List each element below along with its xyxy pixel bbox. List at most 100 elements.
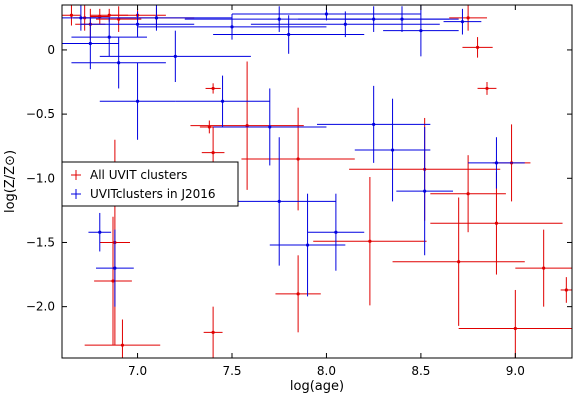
y-axis-label: log(Z/Z⊙) — [3, 150, 18, 213]
data-point — [99, 62, 176, 140]
data-point — [99, 30, 251, 83]
point-marker — [466, 16, 470, 20]
point-marker — [485, 86, 489, 91]
point-marker — [268, 125, 272, 129]
data-point — [317, 85, 431, 163]
point-marker — [305, 243, 310, 247]
point-marker — [277, 17, 281, 21]
data-point — [175, 75, 270, 127]
point-marker — [400, 17, 404, 21]
point-marker — [324, 12, 329, 16]
x-axis-label: log(age) — [290, 379, 344, 394]
point-marker — [113, 266, 117, 270]
point-marker — [494, 221, 499, 225]
point-marker — [120, 343, 125, 347]
data-point — [88, 212, 112, 252]
x-tick-label: 8.0 — [317, 364, 336, 378]
point-marker — [220, 99, 225, 103]
legend-label: UVITclusters in J2016 — [90, 187, 216, 201]
point-marker — [69, 13, 74, 17]
data-point — [462, 37, 493, 58]
data-point — [71, 17, 147, 57]
point-marker — [135, 99, 140, 103]
point-marker — [135, 22, 140, 26]
y-tick-label: −1.5 — [26, 235, 55, 249]
data-point — [430, 155, 506, 233]
y-tick-label: −1.0 — [26, 171, 55, 185]
x-tick-label: 8.5 — [411, 364, 430, 378]
data-point — [307, 193, 365, 271]
legend: All UVIT clusters UVITclusters in J2016 — [61, 161, 239, 207]
data-point — [241, 107, 355, 211]
y-tick-label: −2.0 — [26, 300, 55, 314]
data-point — [269, 193, 346, 297]
data-point — [449, 5, 487, 31]
data-point — [94, 216, 132, 346]
data-point — [137, 13, 327, 40]
point-marker — [423, 189, 427, 193]
data-point — [84, 319, 161, 358]
data-point — [62, 17, 119, 70]
legend-label: All UVIT clusters — [90, 168, 187, 182]
data-point — [443, 8, 482, 35]
data-point — [203, 306, 223, 358]
point-marker — [457, 260, 461, 264]
x-tick-label: 9.0 — [506, 364, 525, 378]
point-marker — [107, 35, 111, 39]
data-point — [354, 98, 431, 202]
data-point — [396, 126, 453, 256]
point-marker — [88, 41, 92, 46]
point-marker — [277, 199, 281, 203]
data-point — [477, 82, 497, 95]
point-marker — [287, 32, 291, 37]
data-point — [222, 137, 336, 266]
data-point — [213, 88, 327, 166]
point-marker — [111, 279, 115, 283]
point-marker — [334, 230, 338, 234]
data-point — [90, 8, 110, 25]
y-tick-label: −0.5 — [26, 107, 55, 121]
point-marker — [296, 157, 300, 161]
data-point — [560, 277, 572, 303]
point-marker — [475, 45, 480, 49]
point-marker — [368, 239, 372, 243]
series-1 — [62, 5, 525, 307]
legend-box — [61, 161, 239, 207]
data-point — [430, 171, 563, 275]
point-marker — [494, 161, 499, 165]
point-marker — [230, 25, 234, 29]
point-marker — [390, 148, 395, 152]
data-point — [96, 229, 134, 307]
data-point — [275, 255, 321, 333]
point-marker — [211, 151, 215, 155]
data-point — [515, 229, 572, 307]
data-point — [383, 5, 459, 57]
point-marker — [542, 266, 546, 270]
data-point — [458, 289, 572, 358]
point-marker — [117, 61, 121, 65]
point-marker — [98, 230, 102, 234]
point-marker — [466, 192, 470, 196]
point-marker — [154, 16, 159, 20]
point-marker — [343, 22, 347, 26]
data-point — [205, 83, 221, 94]
x-tick-label: 7.0 — [128, 364, 147, 378]
data-point — [96, 6, 142, 32]
point-marker — [564, 288, 568, 292]
data-point — [80, 11, 195, 38]
point-marker — [296, 292, 300, 296]
point-marker — [173, 54, 177, 58]
x-tick-label: 7.5 — [222, 364, 241, 378]
point-marker — [372, 122, 376, 126]
y-tick-label: 0 — [47, 43, 55, 57]
data-point — [62, 5, 81, 26]
point-marker — [419, 29, 423, 33]
data-point — [345, 6, 459, 32]
plot-marks — [62, 5, 572, 358]
data-point — [392, 197, 525, 326]
point-marker — [211, 86, 215, 91]
data-point — [250, 11, 440, 38]
point-marker — [513, 326, 517, 331]
data-point — [213, 15, 365, 54]
